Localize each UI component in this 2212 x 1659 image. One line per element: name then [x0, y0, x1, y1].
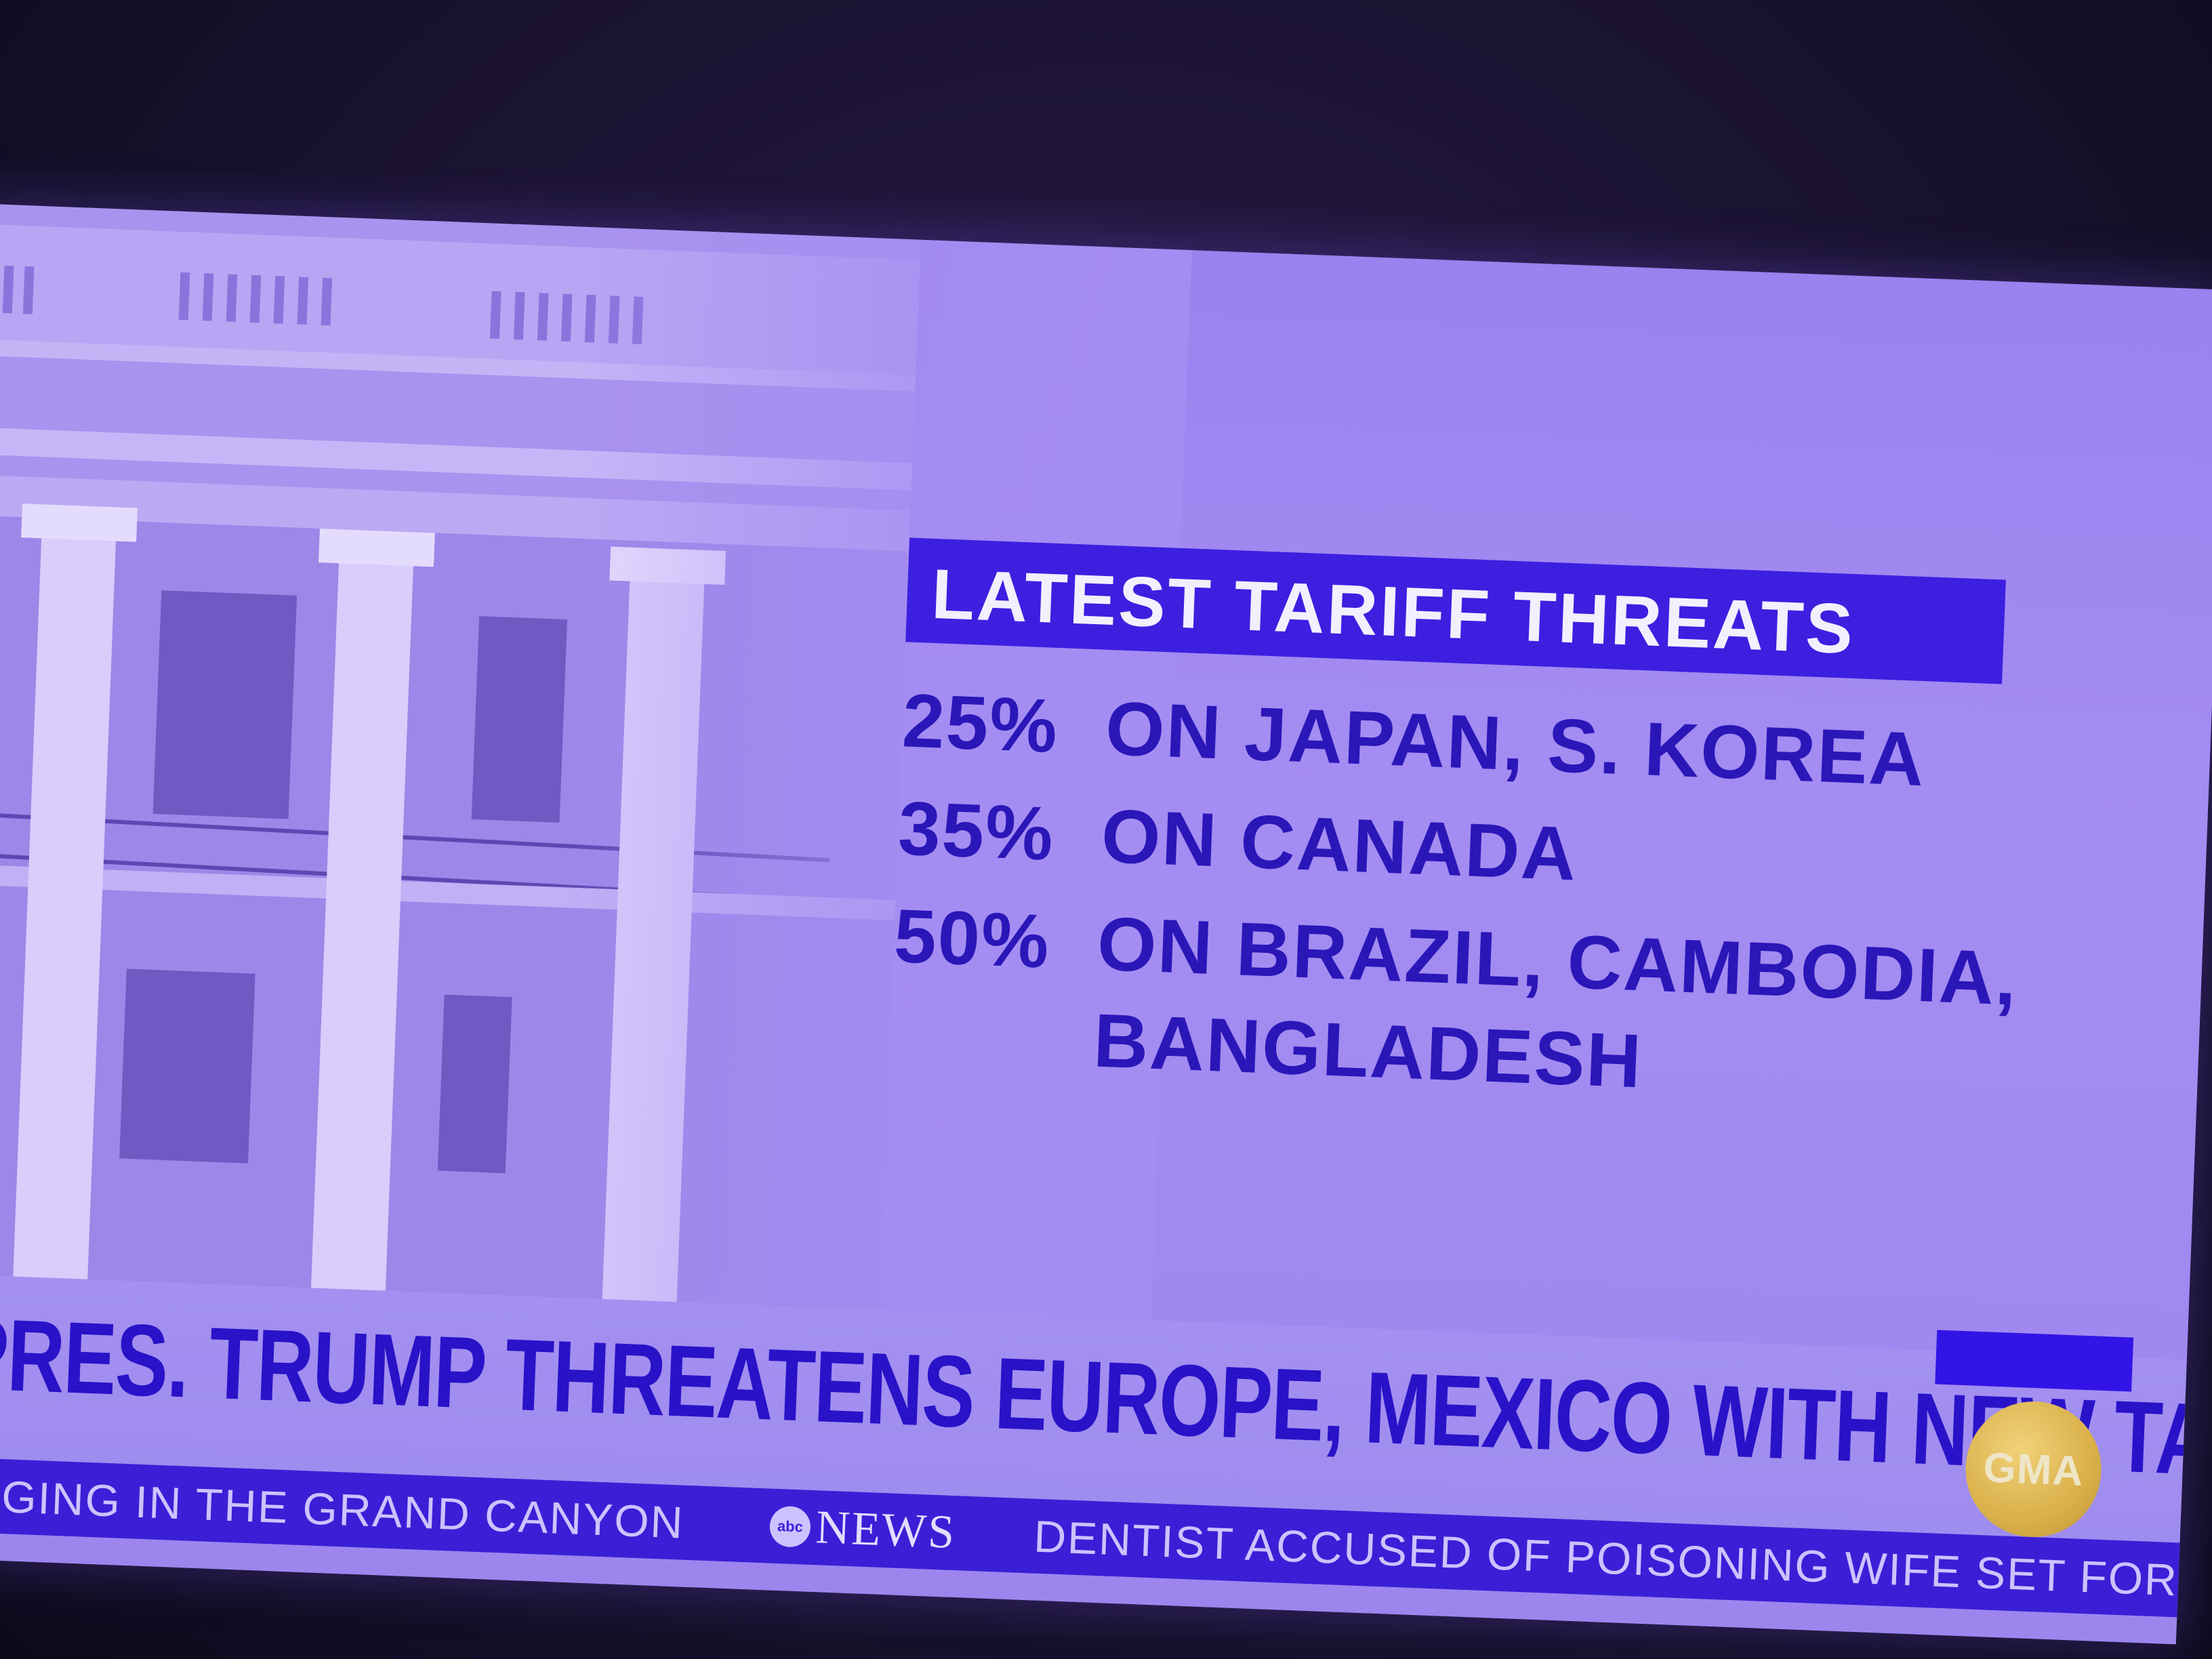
tariff-list: 25% ON JAPAN, S. KOREA 35% ON CANADA 50% ON… [888, 666, 2123, 1133]
abc-logo-icon: abc [769, 1505, 812, 1548]
tariff-rate: 50% [893, 893, 1052, 984]
graphic-title: LATEST TARIFF THREATS [905, 537, 2006, 684]
abc-news-logo: abc NEWS [769, 1489, 957, 1570]
tv-screen: LATEST TARIFF THREATS 25% ON JAPAN, S. KO… [0, 203, 2212, 1645]
tariff-graphic: LATEST TARIFF THREATS 25% ON JAPAN, S. KO… [888, 537, 2129, 1133]
tariff-countries: ON CANADA [1100, 793, 1579, 897]
tariff-countries: ON JAPAN, S. KOREA [1104, 685, 1927, 802]
tariff-rate: 25% [901, 678, 1061, 769]
news-wordmark: NEWS [815, 1501, 957, 1559]
tariff-rate: 35% [897, 785, 1057, 876]
